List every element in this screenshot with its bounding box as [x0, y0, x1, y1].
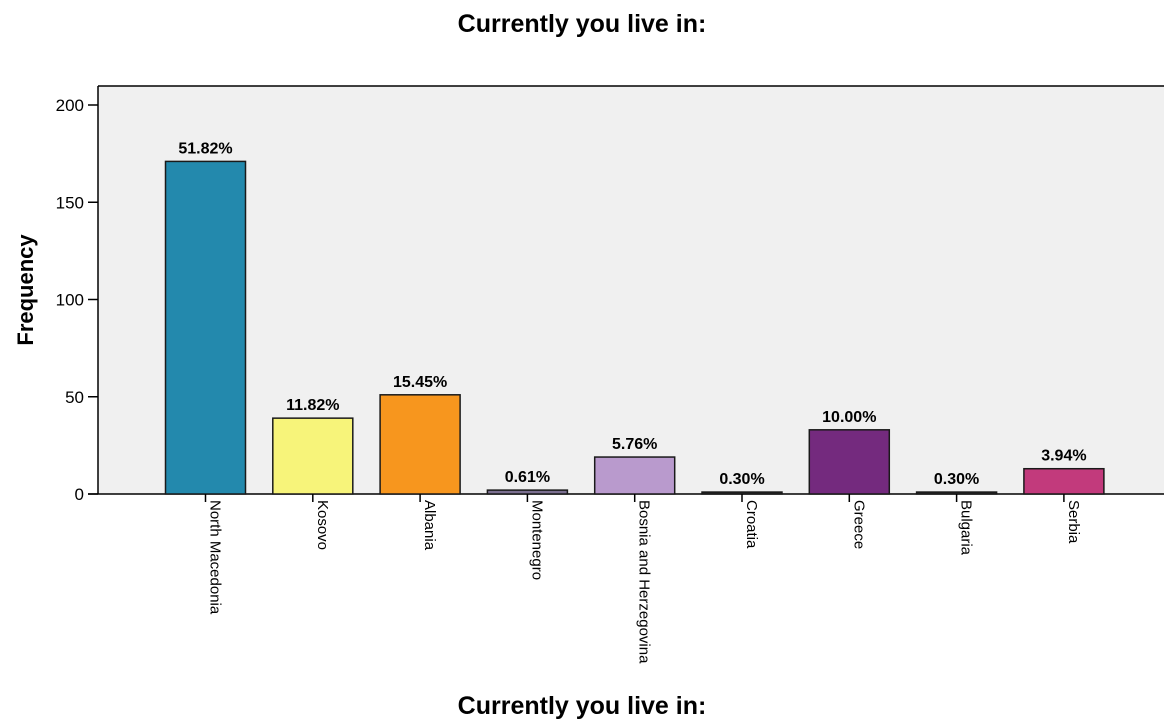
bar	[701, 491, 783, 495]
bar-data-label: 10.00%	[822, 409, 876, 426]
y-tick-label: 100	[56, 291, 84, 310]
category-label: Bulgaria	[958, 500, 975, 556]
bar-data-label: 0.30%	[719, 471, 764, 488]
bar-data-label: 11.82%	[286, 397, 339, 414]
bar	[808, 429, 891, 495]
bar	[379, 394, 461, 495]
y-tick-label: 50	[65, 388, 84, 407]
bar-data-label: 3.94%	[1041, 448, 1086, 465]
category-label: Albania	[421, 500, 438, 551]
bar-data-label: 0.30%	[934, 471, 979, 488]
bar-data-label: 51.82%	[178, 140, 232, 157]
bar-data-label: 5.76%	[612, 436, 657, 453]
category-label: Bosnia and Herzegovina	[636, 500, 653, 664]
bar	[593, 456, 676, 495]
y-tick-label: 200	[56, 96, 84, 115]
bar	[486, 489, 569, 495]
y-tick-label: 0	[75, 485, 84, 504]
y-axis-title: Frequency	[13, 234, 38, 346]
bar	[915, 491, 998, 495]
category-label: Serbia	[1065, 500, 1082, 544]
category-label: Kosovo	[314, 500, 331, 550]
bar-data-label: 0.61%	[505, 469, 550, 486]
chart-title: Currently you live in:	[457, 10, 707, 38]
y-tick-label: 150	[56, 193, 84, 212]
bar	[164, 160, 247, 495]
bar	[1023, 467, 1105, 495]
bar	[272, 417, 354, 495]
category-label: North Macedonia	[207, 500, 224, 615]
bar-data-label: 15.45%	[393, 374, 447, 391]
plot-area	[98, 86, 1164, 494]
category-label: Montenegro	[528, 500, 545, 580]
category-label: Croatia	[743, 500, 760, 549]
category-label: Greece	[850, 500, 867, 549]
